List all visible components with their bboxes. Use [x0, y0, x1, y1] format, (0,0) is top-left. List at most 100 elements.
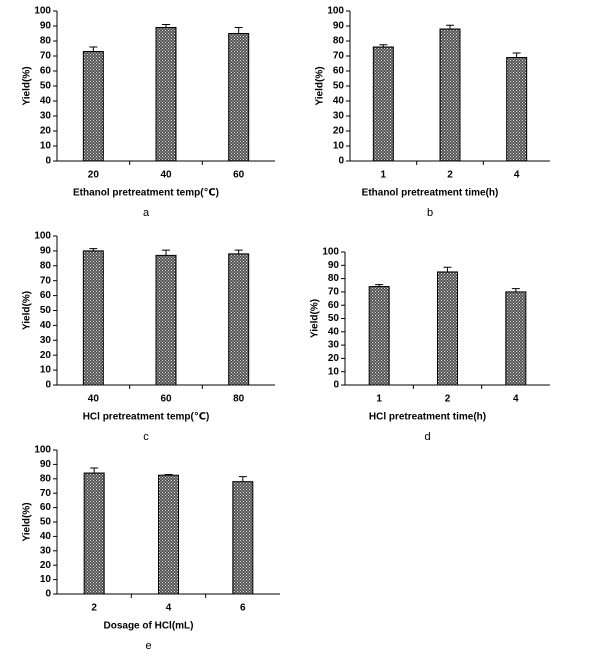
error-bar: [234, 249, 243, 254]
y-tick-label: 10: [40, 141, 52, 152]
y-tick-label: 100: [34, 231, 51, 242]
y-tick-label: 0: [45, 156, 51, 167]
x-axis-label: Dosage of HCl(mL): [104, 621, 194, 632]
x-tick-label: 80: [233, 394, 245, 405]
y-tick-label: 50: [40, 517, 52, 528]
panel-caption: b: [427, 207, 433, 219]
panel-caption: e: [145, 640, 151, 652]
y-tick-label: 0: [45, 380, 51, 391]
error-bar: [375, 284, 384, 287]
x-tick-label: 40: [88, 394, 100, 405]
x-tick-label: 1: [381, 170, 387, 181]
y-tick-label: 50: [328, 313, 340, 324]
bar: [232, 481, 254, 595]
x-tick-label: 1: [376, 394, 382, 405]
bar: [82, 51, 104, 162]
y-tick-label: 50: [40, 81, 52, 92]
x-tick-label: 60: [160, 394, 172, 405]
y-tick-label: 40: [40, 320, 52, 331]
y-tick-label: 40: [333, 96, 345, 107]
y-tick-label: 80: [328, 273, 340, 284]
x-axis-label: Ethanol pretreatment temp(℃): [73, 188, 219, 199]
x-tick-label: 2: [447, 170, 453, 181]
bar: [155, 254, 177, 386]
y-tick-label: 90: [40, 21, 52, 32]
y-tick-label: 70: [40, 488, 52, 499]
error-bar: [164, 473, 173, 476]
y-tick-label: 40: [40, 96, 52, 107]
error-bar: [89, 46, 98, 52]
y-tick-label: 100: [34, 6, 51, 17]
y-tick-label: 70: [40, 275, 52, 286]
error-bar: [162, 24, 170, 28]
x-axis-label: HCl pretreatment temp(℃): [83, 412, 210, 423]
y-tick-label: 10: [328, 366, 340, 377]
y-tick-label: 30: [40, 335, 52, 346]
x-tick-label: 60: [233, 170, 245, 181]
y-axis-label: Yield(%): [22, 66, 33, 105]
y-tick-label: 100: [322, 247, 339, 258]
panel-caption: c: [143, 431, 149, 443]
y-tick-label: 0: [333, 380, 339, 391]
y-tick-label: 20: [333, 126, 345, 137]
y-axis-label: Yield(%): [22, 291, 33, 330]
bar: [505, 291, 527, 386]
y-axis-label: Yield(%): [22, 502, 33, 541]
y-tick-label: 70: [333, 51, 345, 62]
error-bar: [234, 27, 243, 34]
error-bar: [379, 44, 388, 47]
bar: [155, 27, 177, 162]
y-tick-label: 90: [333, 21, 345, 32]
bar: [372, 46, 394, 162]
y-tick-label: 20: [40, 560, 52, 571]
bar: [83, 472, 105, 595]
x-tick-label: 20: [88, 170, 100, 181]
y-tick-label: 0: [338, 156, 344, 167]
y-tick-label: 60: [328, 300, 340, 311]
y-tick-label: 50: [333, 81, 345, 92]
bar: [228, 33, 250, 162]
y-tick-label: 70: [328, 287, 340, 298]
error-bar: [443, 266, 452, 272]
y-axis-label: Yield(%): [315, 66, 326, 105]
error-bar: [238, 476, 247, 482]
x-tick-label: 2: [445, 394, 451, 405]
error-bar: [446, 24, 454, 29]
y-tick-label: 30: [40, 545, 52, 556]
error-bar: [89, 248, 98, 251]
y-tick-label: 90: [328, 260, 340, 271]
y-tick-label: 50: [40, 305, 52, 316]
x-axis-label: HCl pretreatment time(h): [369, 412, 486, 423]
error-bar: [162, 249, 170, 256]
bar: [228, 253, 250, 386]
bar: [506, 57, 528, 162]
y-tick-label: 90: [40, 246, 52, 257]
y-tick-label: 80: [40, 473, 52, 484]
y-tick-label: 60: [40, 290, 52, 301]
y-tick-label: 20: [328, 353, 340, 364]
y-tick-label: 10: [40, 574, 52, 585]
y-tick-label: 60: [40, 66, 52, 77]
y-tick-label: 30: [328, 340, 340, 351]
y-tick-label: 60: [40, 502, 52, 513]
y-tick-label: 90: [40, 459, 52, 470]
y-tick-label: 10: [40, 365, 52, 376]
y-tick-label: 30: [333, 111, 345, 122]
x-tick-label: 40: [160, 170, 172, 181]
panel-caption: d: [424, 431, 430, 443]
y-tick-label: 20: [40, 350, 52, 361]
error-bar: [512, 52, 521, 58]
y-tick-label: 60: [333, 66, 345, 77]
bar: [437, 271, 458, 386]
x-tick-label: 4: [166, 603, 172, 614]
y-tick-label: 20: [40, 126, 52, 137]
y-tick-label: 40: [328, 326, 340, 337]
error-bar: [511, 288, 520, 292]
x-tick-label: 4: [514, 170, 520, 181]
y-tick-label: 10: [333, 141, 345, 152]
x-tick-label: 2: [91, 603, 97, 614]
y-axis-label: Yield(%): [310, 299, 321, 338]
y-tick-label: 30: [40, 111, 52, 122]
error-bar: [90, 467, 99, 474]
